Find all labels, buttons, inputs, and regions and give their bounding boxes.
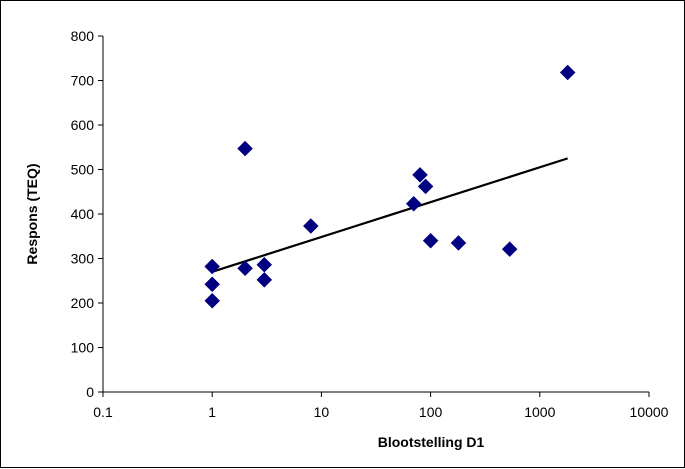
data-point [237, 260, 253, 277]
data-point [256, 272, 273, 288]
data-point [412, 166, 428, 183]
data-point [450, 235, 467, 251]
data-point [237, 140, 253, 157]
x-tick-label: 100 [419, 404, 443, 420]
data-point [405, 195, 422, 212]
data-point [204, 276, 221, 293]
x-tick-label: 0.1 [93, 404, 113, 420]
x-axis-title: Blootstelling D1 [378, 434, 485, 450]
y-tick-label: 0 [86, 384, 94, 400]
data-point [302, 218, 319, 234]
y-tick-label: 800 [71, 28, 95, 44]
y-tick-label: 500 [71, 162, 95, 178]
plot-area: 0 100 200 300 400 500 600 700 800 0.1 1 10 100 1000 10… [71, 28, 669, 420]
data-point [501, 241, 518, 258]
y-tick-label: 200 [71, 295, 95, 311]
data-point [204, 258, 221, 275]
x-tick-label: 1000 [524, 404, 555, 420]
x-tick-label: 10 [314, 404, 330, 420]
y-tick-label: 400 [71, 206, 95, 222]
y-tick-label: 700 [71, 73, 95, 89]
data-point [417, 178, 434, 195]
y-tick-label: 300 [71, 251, 95, 267]
y-axis-title: Respons (TEQ) [24, 163, 40, 264]
x-tick-label: 10000 [630, 404, 669, 420]
trendline [211, 157, 569, 273]
data-point [204, 292, 221, 309]
data-point [256, 256, 273, 273]
data-point [422, 232, 439, 249]
x-tick-label: 1 [208, 404, 216, 420]
y-tick-label: 100 [71, 340, 95, 356]
data-point [559, 64, 576, 81]
y-tick-label: 600 [71, 117, 95, 133]
